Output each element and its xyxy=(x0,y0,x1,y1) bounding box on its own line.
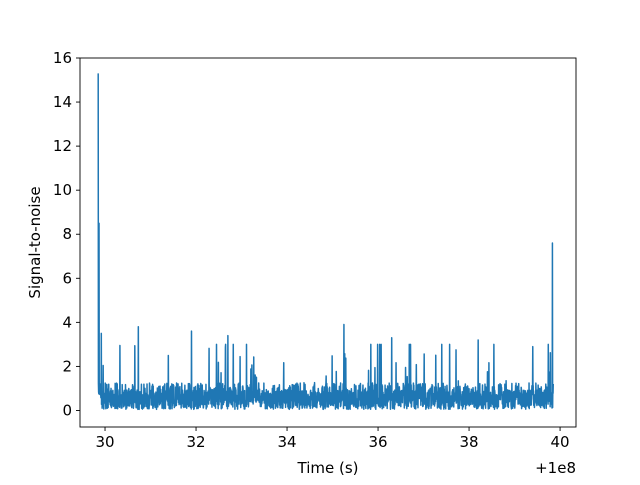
series-line xyxy=(97,73,554,411)
y-tick-label: 14 xyxy=(53,93,72,111)
y-tick-label: 2 xyxy=(62,357,72,375)
x-tick-label: 36 xyxy=(369,433,388,451)
x-tick-label: 38 xyxy=(460,433,479,451)
axes-frame xyxy=(79,57,577,428)
x-axis-label: Time (s) xyxy=(297,459,359,477)
y-axis-ticks: 0 2 4 6 8 10 12 14 16 xyxy=(53,49,80,419)
x-offset-label: +1e8 xyxy=(535,459,576,477)
x-tick-label: 34 xyxy=(277,433,296,451)
y-tick-label: 16 xyxy=(53,49,72,67)
y-tick-label: 10 xyxy=(53,181,72,199)
y-tick-label: 6 xyxy=(62,269,72,287)
x-axis-ticks: 30 32 34 36 38 40 xyxy=(95,427,570,451)
y-tick-label: 12 xyxy=(53,137,72,155)
y-tick-label: 8 xyxy=(62,225,72,243)
y-tick-label: 4 xyxy=(62,313,72,331)
y-axis-label: Signal-to-noise xyxy=(26,186,44,298)
series-layer xyxy=(97,73,554,411)
x-tick-label: 32 xyxy=(186,433,205,451)
y-tick-label: 0 xyxy=(62,401,72,419)
plot-area xyxy=(79,57,577,428)
x-tick-label: 40 xyxy=(551,433,570,451)
x-tick-label: 30 xyxy=(95,433,114,451)
